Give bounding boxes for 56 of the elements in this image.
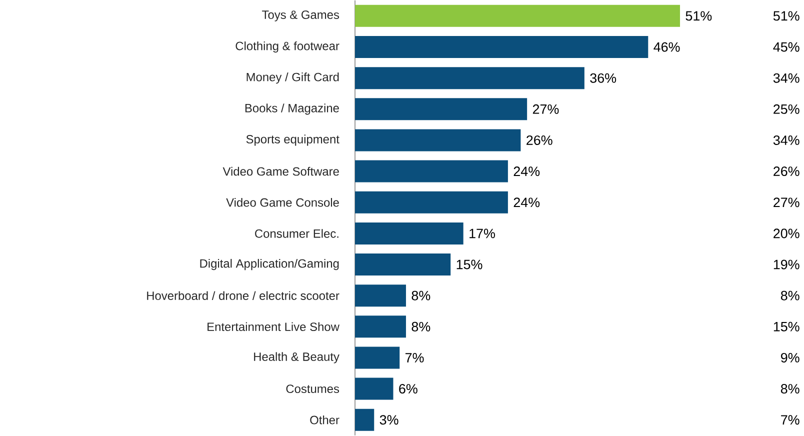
- y-tick-label: Consumer Elec.: [255, 229, 338, 238]
- data-label: 6%: [399, 384, 418, 394]
- bar: [355, 67, 584, 90]
- y-tick-label: Toys & Games: [262, 10, 340, 22]
- text: 7%: [781, 415, 800, 425]
- data-label: 51%: [686, 11, 712, 21]
- data-label: 27%: [532, 104, 559, 114]
- text: 27%: [774, 198, 800, 208]
- y-tick-label: Other: [310, 416, 340, 424]
- y-tick-label: Entertainment Live Show: [208, 322, 340, 332]
- y-tick-label: Costumes: [286, 384, 340, 394]
- data-label: 36%: [590, 73, 616, 83]
- bar: [355, 129, 521, 152]
- bar: [355, 160, 508, 182]
- y-tick-label: Hoverboard / drone / electric scooter: [147, 291, 340, 300]
- text: 8%: [780, 384, 800, 394]
- y-tick-label: Digital Application/Gaming: [200, 259, 339, 270]
- text: 8%: [780, 290, 800, 300]
- y-tick-label: Video Game Software: [222, 167, 339, 176]
- bar: [355, 346, 400, 369]
- y-tick-label: Money / Gift Card: [246, 72, 339, 84]
- bar: [355, 408, 374, 431]
- text: 34%: [773, 136, 800, 146]
- y-tick-label: Books / Magazine: [245, 104, 339, 115]
- text: 19%: [774, 260, 800, 270]
- data-label: 24%: [514, 198, 540, 208]
- bar: [355, 284, 406, 307]
- text: 51%: [773, 11, 800, 21]
- y-tick-label: Clothing & footwear: [236, 42, 340, 53]
- bar: [355, 36, 648, 58]
- data-label: 24%: [514, 166, 540, 176]
- text: 20%: [774, 228, 800, 238]
- data-label: 8%: [412, 290, 430, 300]
- data-label: 17%: [470, 228, 495, 238]
- bar: [355, 254, 451, 276]
- bar: [355, 316, 406, 338]
- y-tick-label: Video Game Console: [226, 198, 339, 207]
- bar: [355, 5, 680, 28]
- text: 25%: [774, 104, 800, 114]
- text: 26%: [774, 166, 800, 176]
- y-tick-label: Health & Beauty: [254, 352, 340, 364]
- data-label: 46%: [654, 42, 680, 52]
- data-label: 7%: [405, 353, 424, 363]
- bar: [355, 378, 394, 400]
- data-label: 26%: [526, 136, 552, 146]
- text: 9%: [780, 353, 800, 363]
- bar: [355, 222, 464, 245]
- text: 34%: [773, 73, 800, 83]
- data-label: 15%: [456, 260, 482, 270]
- bar: [355, 191, 508, 214]
- text: 15%: [774, 322, 800, 332]
- bar: [355, 98, 528, 120]
- y-tick-label: Sports equipment: [246, 134, 340, 146]
- text: 45%: [773, 42, 800, 52]
- data-label: 3%: [380, 415, 398, 425]
- data-label: 8%: [412, 322, 430, 332]
